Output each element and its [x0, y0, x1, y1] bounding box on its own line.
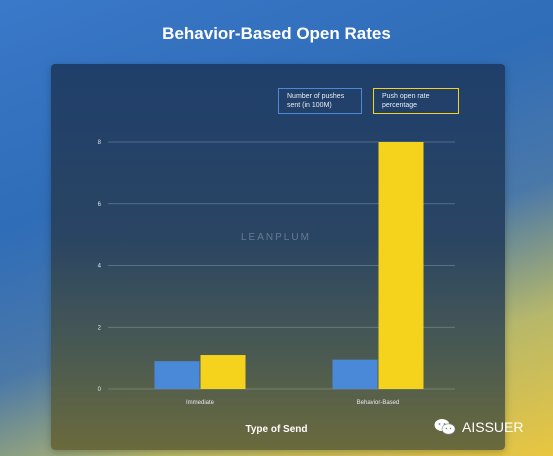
y-tick-label: 6 — [98, 202, 102, 208]
bar-pushes-sent — [154, 361, 200, 389]
legend-item-open-rate: Push open rate percentage — [373, 88, 459, 114]
x-axis-title: Type of Send — [245, 424, 308, 435]
chart-panel — [51, 64, 505, 450]
chart-title: Behavior-Based Open Rates — [162, 24, 391, 43]
bar-pushes-sent — [332, 359, 378, 389]
y-tick-label: 4 — [98, 264, 102, 270]
watermark: LEANPLUM — [241, 232, 311, 243]
brand-mark: AISSUER — [434, 418, 523, 436]
y-tick-label: 2 — [98, 325, 102, 331]
bar-open-rate — [378, 142, 424, 389]
legend-label-pushes: Number of pushes sent (in 100M) — [287, 93, 345, 109]
x-tick-label: Immediate — [186, 400, 215, 406]
y-tick-label: 8 — [98, 140, 102, 146]
wechat-icon — [434, 419, 456, 435]
brand-text: AISSUER — [462, 419, 524, 435]
bar-open-rate — [200, 355, 246, 389]
x-tick-label: Behavior-Based — [357, 400, 400, 406]
y-tick-label: 0 — [98, 387, 102, 393]
legend-item-pushes: Number of pushes sent (in 100M) — [278, 88, 362, 114]
legend-label-open-rate: Push open rate percentage — [382, 93, 430, 109]
